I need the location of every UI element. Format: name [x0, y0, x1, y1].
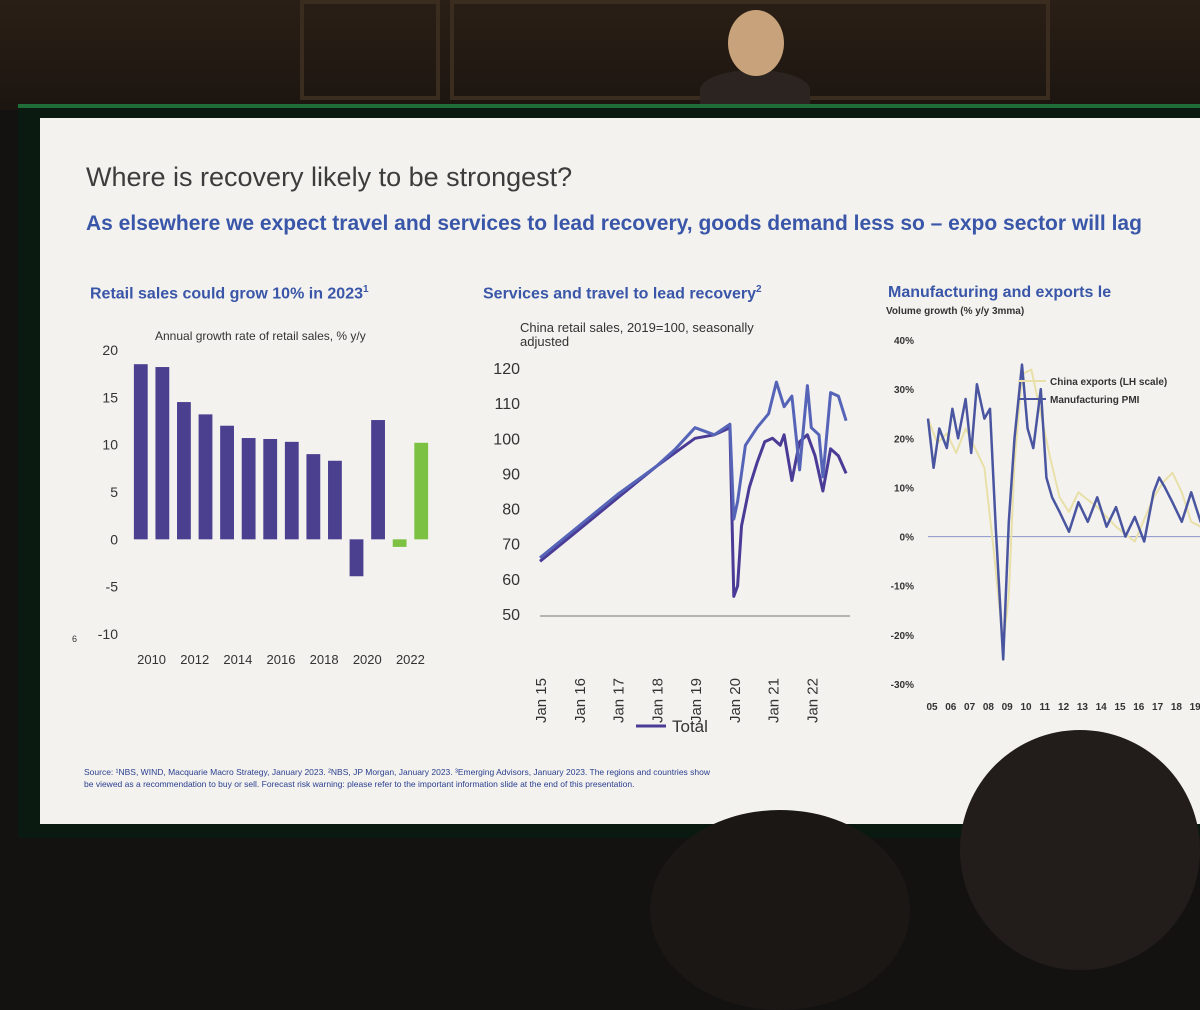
retail-y-tick-label: 10 [102, 437, 118, 453]
manufacturing-y-tick-label: 20% [894, 434, 914, 445]
retail-bar-2014 [220, 425, 234, 540]
manufacturing-y-tick-label: -10% [891, 582, 914, 593]
footnote-line-1: Source: ¹NBS, WIND, Macquarie Macro Stra… [84, 767, 710, 777]
retail-title-footnote-mark: 1 [363, 284, 369, 295]
services-y-tick-label: 90 [502, 466, 520, 483]
manufacturing-y-tick-label: -20% [891, 631, 914, 642]
services-panel-title: Services and travel to lead recovery2 [483, 284, 762, 303]
services-legend-label: Total [672, 717, 708, 736]
retail-bar-2011 [155, 367, 170, 540]
services-y-tick-label: 60 [502, 572, 520, 589]
retail-y-axis-label: Annual growth rate of retail sales, % y/… [155, 329, 366, 343]
services-panel-title-text: Services and travel to lead recovery [483, 285, 757, 303]
services-y-axis-label-line2: adjusted [520, 334, 569, 349]
retail-y-tick-label: 5 [110, 484, 118, 500]
retail-panel-title: Retail sales could grow 10% in 20231 [90, 284, 369, 303]
retail-bar-2012 [177, 402, 191, 540]
retail-x-tick-label: 2020 [353, 652, 382, 667]
retail-x-tick-label: 2014 [223, 652, 252, 667]
manufacturing-x-tick-label: 14 [1096, 702, 1108, 713]
services-y-axis-label-line1: China retail sales, 2019=100, seasonally [520, 320, 754, 335]
services-x-tick-label: Jan 18 [649, 678, 666, 723]
services-title-footnote-mark: 2 [756, 284, 762, 295]
services-series-line-0 [539, 426, 848, 598]
manufacturing-x-tick-label: 19 [1190, 702, 1200, 713]
manufacturing-y-tick-label: 0% [900, 533, 915, 544]
manufacturing-x-tick-label: 12 [1058, 702, 1070, 713]
speaker-figure [700, 70, 810, 110]
services-x-tick-label: Jan 16 [572, 678, 589, 723]
retail-y-tick-label: 15 [102, 389, 118, 405]
manufacturing-panel-title: Manufacturing and exports le [888, 284, 1112, 301]
slide-subtitle: As elsewhere we expect travel and servic… [86, 212, 1142, 235]
manufacturing-x-tick-label: 17 [1152, 702, 1164, 713]
retail-y-tick-label: -10 [98, 626, 118, 642]
presentation-slide: Where is recovery likely to be strongest… [40, 118, 1200, 824]
services-y-tick-label: 100 [493, 431, 520, 448]
retail-y-tick-label: 0 [110, 531, 118, 547]
services-y-tick-label: 80 [502, 502, 520, 519]
page-number: 6 [72, 634, 77, 644]
retail-bar-2020 [349, 539, 364, 577]
retail-x-tick-label: 2016 [267, 652, 296, 667]
services-y-tick-label: 50 [502, 607, 520, 624]
services-series-line-1 [539, 380, 848, 559]
manufacturing-x-tick-label: 16 [1133, 702, 1145, 713]
room-background [0, 0, 1200, 110]
manufacturing-legend-label-pmi: Manufacturing PMI [1050, 395, 1140, 406]
manufacturing-x-tick-label: 18 [1171, 702, 1183, 713]
retail-bar-2013 [198, 414, 213, 540]
retail-bar-2019 [328, 460, 342, 540]
manufacturing-x-tick-label: 11 [1040, 702, 1051, 713]
audience-head-right [960, 730, 1200, 970]
manufacturing-x-tick-label: 15 [1114, 702, 1126, 713]
manufacturing-x-tick-label: 08 [983, 702, 995, 713]
retail-bar-2018 [306, 454, 321, 540]
manufacturing-x-tick-label: 09 [1002, 702, 1014, 713]
retail-x-tick-label: 2012 [180, 652, 209, 667]
manufacturing-series-line-1 [926, 363, 1200, 661]
retail-bar-2017 [284, 441, 299, 540]
audience-head-left [650, 810, 910, 1010]
manufacturing-y-tick-label: 40% [894, 336, 914, 347]
services-x-tick-label: Jan 22 [804, 678, 821, 723]
retail-bar-2021 [371, 420, 385, 540]
manufacturing-series-line-0 [927, 368, 1200, 646]
slide-title: Where is recovery likely to be strongest… [86, 162, 573, 192]
manufacturing-x-tick-label: 06 [945, 702, 957, 713]
manufacturing-y-axis-label: Volume growth (% y/y 3mma) [886, 306, 1024, 317]
retail-bar-2015 [241, 438, 256, 540]
manufacturing-legend-label-exports: China exports (LH scale) [1050, 377, 1167, 388]
retail-bar-2023 [414, 442, 429, 540]
speaker-head [728, 10, 784, 76]
retail-bar-2022 [392, 539, 407, 547]
manufacturing-x-tick-label: 13 [1077, 702, 1089, 713]
services-x-tick-label: Jan 17 [611, 678, 628, 723]
retail-panel-title-text: Retail sales could grow 10% in 2023 [90, 285, 363, 303]
retail-y-tick-label: -5 [106, 579, 119, 595]
retail-y-tick-label: 20 [102, 342, 118, 358]
manufacturing-y-tick-label: 10% [894, 483, 914, 494]
retail-x-tick-label: 2022 [396, 652, 425, 667]
manufacturing-x-tick-label: 10 [1020, 702, 1032, 713]
retail-bar-2010 [133, 364, 148, 540]
retail-bar-2016 [263, 438, 278, 540]
manufacturing-x-tick-label: 07 [964, 702, 976, 713]
retail-x-tick-label: 2018 [310, 652, 339, 667]
services-x-tick-label: Jan 20 [727, 678, 744, 723]
charts-canvas: Annual growth rate of retail sales, % y/… [72, 306, 1200, 736]
footnote-line-2: be viewed as a recommendation to buy or … [84, 779, 635, 789]
wall-panel-left [300, 0, 440, 100]
services-y-tick-label: 70 [502, 537, 520, 554]
slide-footnote: Source: ¹NBS, WIND, Macquarie Macro Stra… [84, 766, 1194, 790]
services-x-tick-label: Jan 19 [688, 678, 705, 723]
retail-x-tick-label: 2010 [137, 652, 166, 667]
services-x-tick-label: Jan 15 [533, 678, 550, 723]
manufacturing-y-tick-label: 30% [894, 385, 914, 396]
services-y-tick-label: 120 [493, 361, 520, 378]
services-y-tick-label: 110 [494, 396, 520, 413]
services-x-tick-label: Jan 21 [766, 678, 783, 723]
manufacturing-y-tick-label: -30% [891, 680, 914, 691]
manufacturing-x-tick-label: 05 [926, 702, 938, 713]
